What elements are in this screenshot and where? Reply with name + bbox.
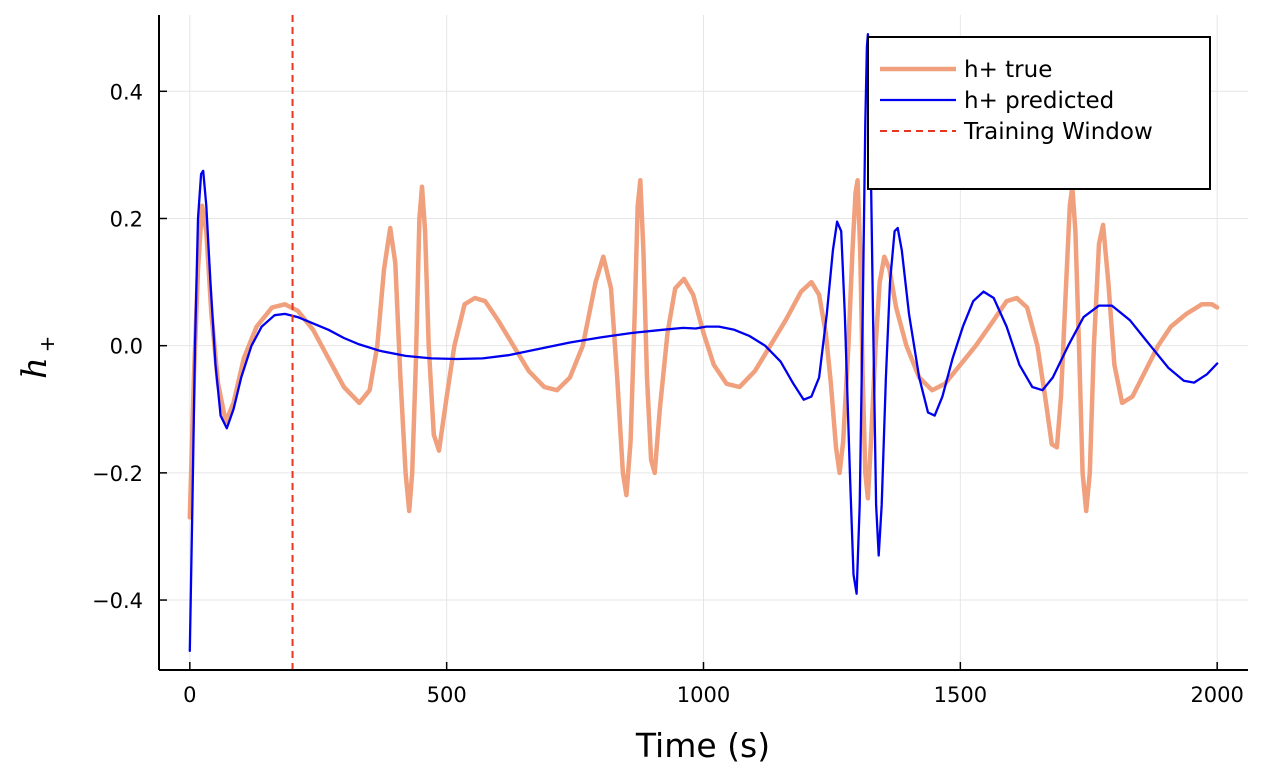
series-h-predicted-line [188, 32, 1219, 653]
x-tick-label: 500 [427, 683, 467, 707]
x-axis-label: Time (s) [635, 726, 770, 765]
legend: h+ true h+ predicted Training Window [867, 36, 1211, 190]
y-tick-label: 0.2 [110, 207, 143, 231]
y-tick-label: 0.4 [110, 80, 143, 104]
y-ticks: −0.4 −0.2 0.0 0.2 0.4 [92, 80, 167, 613]
legend-label: Training Window [963, 119, 1153, 145]
legend-label: h+ true [964, 57, 1052, 83]
x-tick-label: 2000 [1190, 683, 1243, 707]
x-ticks: 0 500 1000 1500 2000 [183, 662, 1244, 707]
x-tick-label: 1500 [934, 683, 987, 707]
plot-area [187, 15, 1220, 670]
y-tick-label: 0.0 [110, 335, 143, 359]
x-tick-label: 0 [183, 683, 196, 707]
y-axis-label-main: h [15, 357, 55, 379]
x-tick-label: 1000 [677, 683, 730, 707]
y-axis-label-sub: + [35, 336, 59, 353]
series-h-true-line [187, 178, 1220, 520]
y-axis-label: h + [15, 336, 59, 379]
legend-label: h+ predicted [964, 88, 1114, 114]
y-tick-label: −0.4 [92, 589, 143, 613]
legend-box [867, 36, 1211, 190]
y-tick-label: −0.2 [92, 462, 143, 486]
